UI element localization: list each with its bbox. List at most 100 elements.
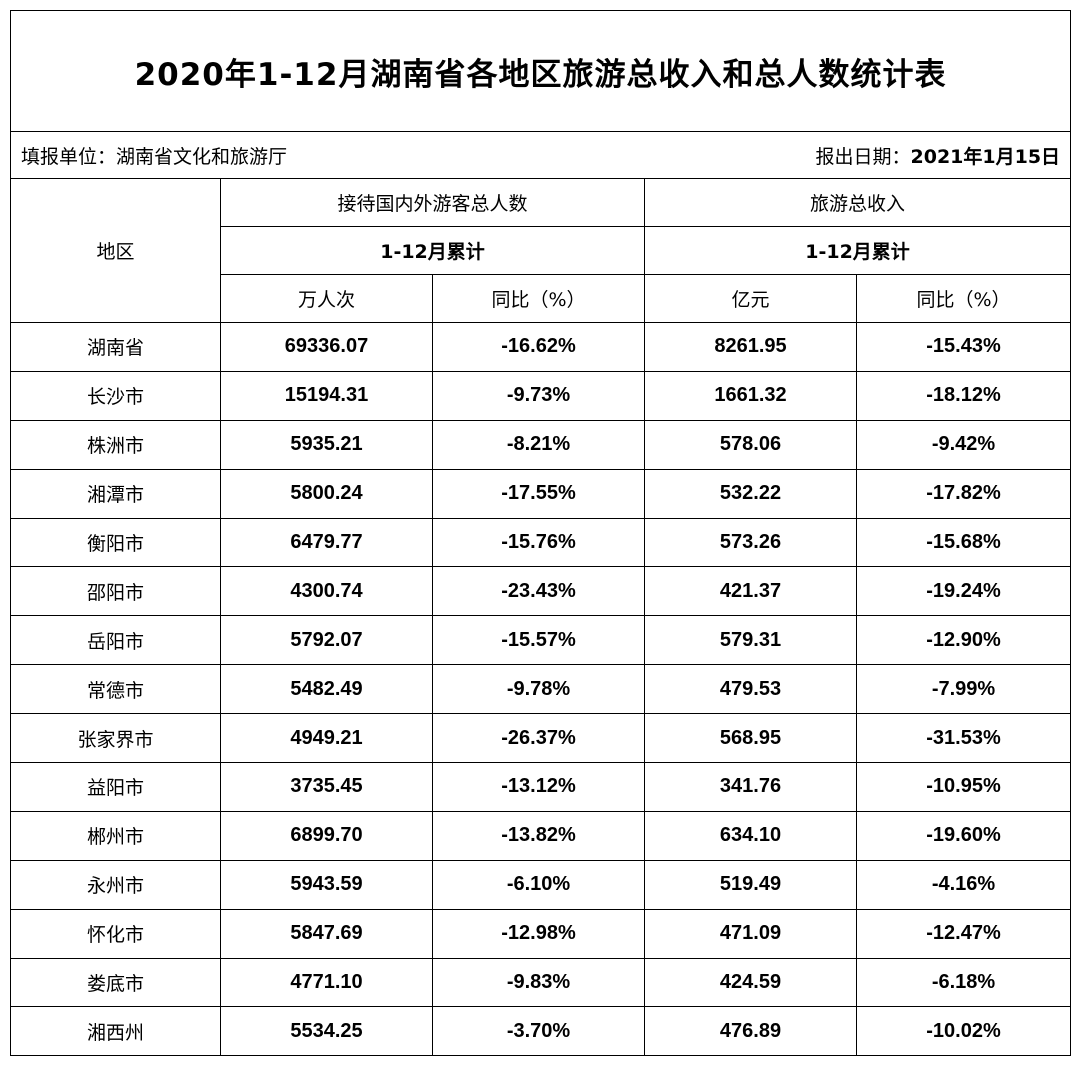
header-visitors-period: 1-12月累计 bbox=[220, 226, 645, 275]
revenue-yoy-cell: -9.42% bbox=[855, 419, 1072, 470]
visitors-cell: 5482.49 bbox=[220, 664, 433, 715]
visitors-yoy-cell: -23.43% bbox=[432, 566, 645, 617]
visitors-cell: 5534.25 bbox=[220, 1006, 433, 1057]
visitors-cell: 69336.07 bbox=[220, 322, 433, 372]
visitors-cell: 5935.21 bbox=[220, 419, 433, 470]
visitors-cell: 4300.74 bbox=[220, 566, 433, 617]
region-cell: 衡阳市 bbox=[10, 517, 221, 568]
revenue-yoy-cell: -6.18% bbox=[855, 957, 1072, 1008]
table-row: 怀化市 5847.69 -12.98% 471.09 -12.47% bbox=[10, 908, 1072, 959]
region-cell: 长沙市 bbox=[10, 370, 221, 421]
visitors-cell: 5792.07 bbox=[220, 615, 433, 666]
revenue-cell: 519.49 bbox=[644, 859, 857, 910]
revenue-cell: 341.76 bbox=[644, 762, 857, 812]
region-cell: 邵阳市 bbox=[10, 566, 221, 617]
table-row: 株洲市 5935.21 -8.21% 578.06 -9.42% bbox=[10, 419, 1072, 470]
header-visitors-unit: 万人次 bbox=[220, 274, 433, 323]
visitors-yoy-cell: -13.82% bbox=[432, 810, 645, 861]
table-title: 2020年1-12月湖南省各地区旅游总收入和总人数统计表 bbox=[9, 10, 1072, 132]
revenue-yoy-cell: -15.68% bbox=[855, 517, 1072, 568]
revenue-yoy-cell: -10.95% bbox=[855, 762, 1072, 812]
visitors-cell: 5800.24 bbox=[220, 468, 433, 519]
region-cell: 湘潭市 bbox=[10, 468, 221, 519]
visitors-yoy-cell: -13.12% bbox=[432, 762, 645, 812]
table-row: 张家界市 4949.21 -26.37% 568.95 -31.53% bbox=[10, 713, 1072, 764]
revenue-yoy-cell: -15.43% bbox=[855, 322, 1072, 372]
table-row: 常德市 5482.49 -9.78% 479.53 -7.99% bbox=[10, 664, 1072, 715]
table-row: 永州市 5943.59 -6.10% 519.49 -4.16% bbox=[10, 859, 1072, 910]
report-date-value: 2021年1月15日 bbox=[910, 145, 1061, 168]
table-row: 长沙市 15194.31 -9.73% 1661.32 -18.12% bbox=[10, 370, 1072, 421]
visitors-yoy-cell: -9.83% bbox=[432, 957, 645, 1008]
header-revenue-unit: 亿元 bbox=[644, 274, 857, 323]
revenue-yoy-cell: -31.53% bbox=[855, 713, 1072, 764]
table-row: 娄底市 4771.10 -9.83% 424.59 -6.18% bbox=[10, 957, 1072, 1008]
revenue-yoy-cell: -19.24% bbox=[855, 566, 1072, 617]
visitors-cell: 4771.10 bbox=[220, 957, 433, 1008]
revenue-cell: 471.09 bbox=[644, 908, 857, 959]
visitors-cell: 4949.21 bbox=[220, 713, 433, 764]
report-date: 报出日期：2021年1月15日 bbox=[815, 142, 1060, 169]
revenue-yoy-cell: -4.16% bbox=[855, 859, 1072, 910]
visitors-cell: 5847.69 bbox=[220, 908, 433, 959]
revenue-cell: 1661.32 bbox=[644, 370, 857, 421]
table-row: 衡阳市 6479.77 -15.76% 573.26 -15.68% bbox=[10, 517, 1072, 568]
table-row: 郴州市 6899.70 -13.82% 634.10 -19.60% bbox=[10, 810, 1072, 861]
revenue-cell: 579.31 bbox=[644, 615, 857, 666]
revenue-cell: 421.37 bbox=[644, 566, 857, 617]
revenue-cell: 573.26 bbox=[644, 517, 857, 568]
revenue-cell: 424.59 bbox=[644, 957, 857, 1008]
header-region: 地区 bbox=[10, 178, 221, 323]
region-cell: 株洲市 bbox=[10, 419, 221, 470]
table-row: 湘西州 5534.25 -3.70% 476.89 -10.02% bbox=[10, 1006, 1072, 1057]
visitors-yoy-cell: -8.21% bbox=[432, 419, 645, 470]
region-cell: 永州市 bbox=[10, 859, 221, 910]
visitors-yoy-cell: -15.76% bbox=[432, 517, 645, 568]
visitors-cell: 6899.70 bbox=[220, 810, 433, 861]
region-cell: 张家界市 bbox=[10, 713, 221, 764]
visitors-yoy-cell: -12.98% bbox=[432, 908, 645, 959]
revenue-yoy-cell: -7.99% bbox=[855, 664, 1072, 715]
revenue-cell: 568.95 bbox=[644, 713, 857, 764]
visitors-cell: 6479.77 bbox=[220, 517, 433, 568]
revenue-yoy-cell: -12.47% bbox=[855, 908, 1072, 959]
revenue-cell: 8261.95 bbox=[644, 322, 857, 372]
region-cell: 常德市 bbox=[10, 664, 221, 715]
table-row: 湘潭市 5800.24 -17.55% 532.22 -17.82% bbox=[10, 468, 1072, 519]
revenue-yoy-cell: -12.90% bbox=[855, 615, 1072, 666]
region-cell: 郴州市 bbox=[10, 810, 221, 861]
visitors-yoy-cell: -6.10% bbox=[432, 859, 645, 910]
table-row: 岳阳市 5792.07 -15.57% 579.31 -12.90% bbox=[10, 615, 1072, 666]
header-visitors-yoy: 同比（%） bbox=[432, 274, 645, 323]
table-row: 湖南省 69336.07 -16.62% 8261.95 -15.43% bbox=[10, 322, 1072, 372]
visitors-yoy-cell: -15.57% bbox=[432, 615, 645, 666]
visitors-yoy-cell: -9.73% bbox=[432, 370, 645, 421]
header-revenue-period: 1-12月累计 bbox=[643, 226, 1072, 275]
meta-bar: 填报单位：湖南省文化和旅游厅 报出日期：2021年1月15日 bbox=[9, 131, 1072, 179]
revenue-yoy-cell: -19.60% bbox=[855, 810, 1072, 861]
revenue-cell: 479.53 bbox=[644, 664, 857, 715]
visitors-yoy-cell: -3.70% bbox=[432, 1006, 645, 1057]
revenue-cell: 578.06 bbox=[644, 419, 857, 470]
visitors-yoy-cell: -17.55% bbox=[432, 468, 645, 519]
visitors-yoy-cell: -26.37% bbox=[432, 713, 645, 764]
visitors-cell: 3735.45 bbox=[220, 762, 433, 812]
report-date-label: 报出日期： bbox=[815, 145, 911, 168]
revenue-yoy-cell: -18.12% bbox=[855, 370, 1072, 421]
region-cell: 湖南省 bbox=[10, 322, 221, 372]
header-revenue-group: 旅游总收入 bbox=[643, 178, 1072, 227]
revenue-cell: 634.10 bbox=[644, 810, 857, 861]
statistics-table: 2020年1-12月湖南省各地区旅游总收入和总人数统计表 填报单位：湖南省文化和… bbox=[9, 10, 1072, 1057]
region-cell: 湘西州 bbox=[10, 1006, 221, 1057]
header-visitors-group: 接待国内外游客总人数 bbox=[220, 178, 645, 227]
visitors-yoy-cell: -9.78% bbox=[432, 664, 645, 715]
revenue-yoy-cell: -10.02% bbox=[855, 1006, 1072, 1057]
header-revenue-yoy: 同比（%） bbox=[855, 274, 1072, 323]
table-row: 邵阳市 4300.74 -23.43% 421.37 -19.24% bbox=[10, 566, 1072, 617]
region-cell: 娄底市 bbox=[10, 957, 221, 1008]
region-cell: 岳阳市 bbox=[10, 615, 221, 666]
table-row: 益阳市 3735.45 -13.12% 341.76 -10.95% bbox=[10, 762, 1072, 812]
revenue-cell: 532.22 bbox=[644, 468, 857, 519]
visitors-cell: 5943.59 bbox=[220, 859, 433, 910]
region-cell: 益阳市 bbox=[10, 762, 221, 812]
